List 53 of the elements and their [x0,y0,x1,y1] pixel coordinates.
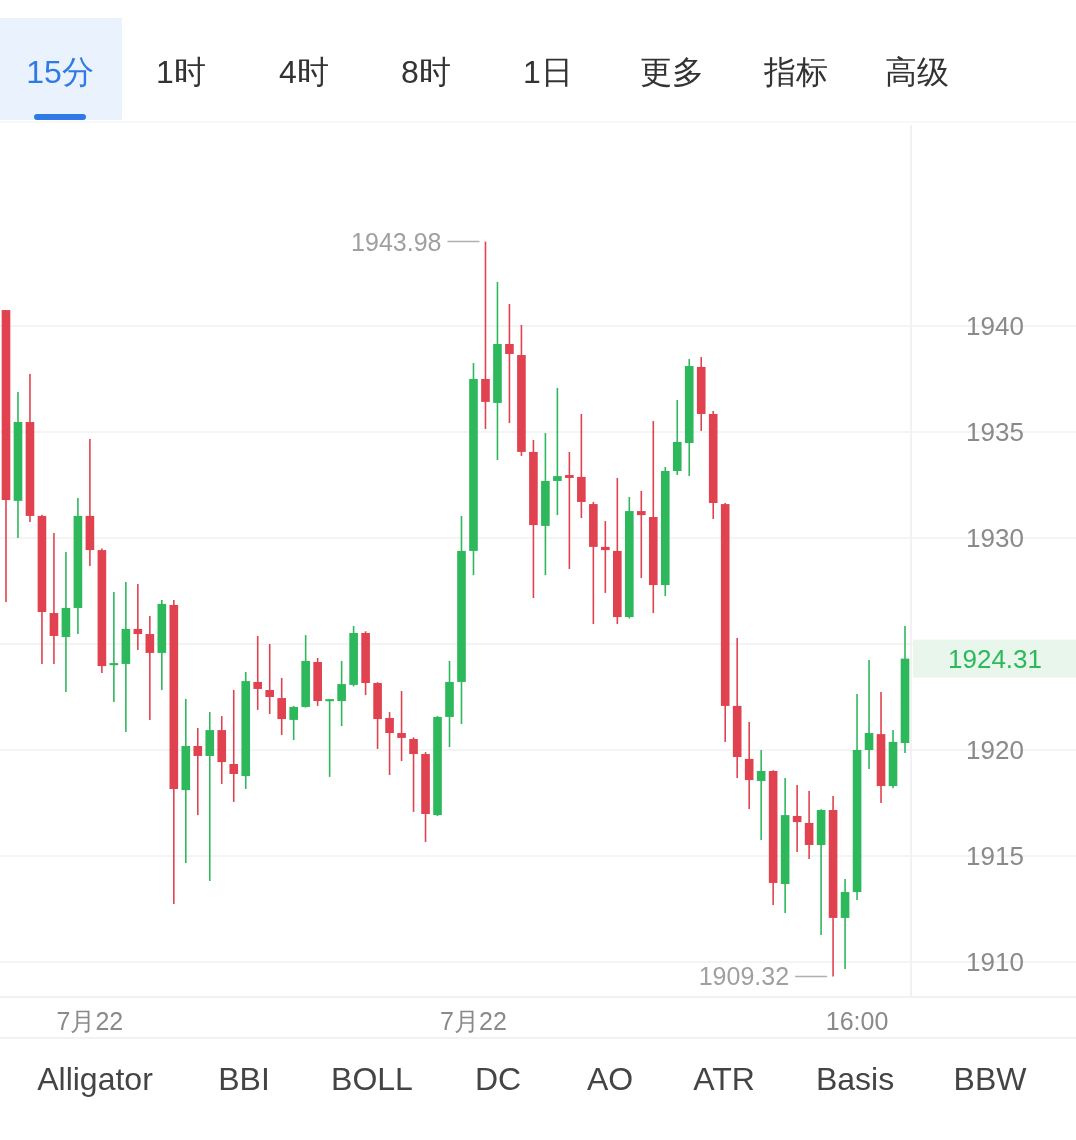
annotation: 1909.32 [698,962,790,991]
candlestick [133,583,143,651]
text: 1924.31 [948,643,1042,674]
candlestick [397,690,406,762]
x-tick-label: 16:00 [825,1007,889,1035]
candlestick [325,698,334,778]
text: BBI [218,1061,270,1097]
candlestick [229,689,239,803]
text: 更多 [640,54,704,90]
annotation: 1943.98 [351,227,442,256]
y-tick-label: 1935 [966,416,1024,447]
candlestick [145,615,155,721]
candlestick [409,736,418,813]
candlestick [565,451,574,570]
x-tick-label: 7月22 [56,1007,124,1035]
text: ATR [693,1061,755,1097]
y-tick-label: 1940 [966,310,1024,341]
candlestick [481,240,490,430]
text: DC [474,1061,522,1097]
y-tick-label: 1915 [966,841,1024,872]
text: 4时 [279,54,329,90]
text: BBW [953,1061,1028,1097]
candlestick [505,303,514,424]
text: 15分 [26,54,94,90]
y-tick-label: 1930 [966,523,1024,553]
candlestick [553,387,562,516]
candlestick [289,705,298,741]
candlestick [636,490,646,579]
candlestick [756,749,766,841]
candlestick [265,643,275,715]
candlestick [49,532,59,665]
y-tick-label: 1910 [966,947,1024,978]
candlestick [253,635,263,711]
text: AO [586,1061,634,1097]
text: 8时 [401,54,451,90]
x-tick-label: 7月22 [440,1007,507,1035]
candlestick [744,721,754,810]
candlestick [337,660,346,727]
text: BOLL [331,1061,413,1097]
y-tick-label: 1920 [966,735,1024,766]
text: 1日 [523,54,573,90]
candlestick [804,790,814,860]
text: Alligator [37,1061,154,1097]
candlestick [193,727,203,816]
text: 1时 [156,54,206,90]
candlestick [277,677,287,736]
candlestick [601,520,610,594]
candlestick [385,711,394,776]
candlestick [792,784,802,853]
text: 高级 [885,54,949,90]
text: Basis [815,1061,895,1097]
text: 指标 [763,54,828,90]
candlestick [864,659,874,770]
